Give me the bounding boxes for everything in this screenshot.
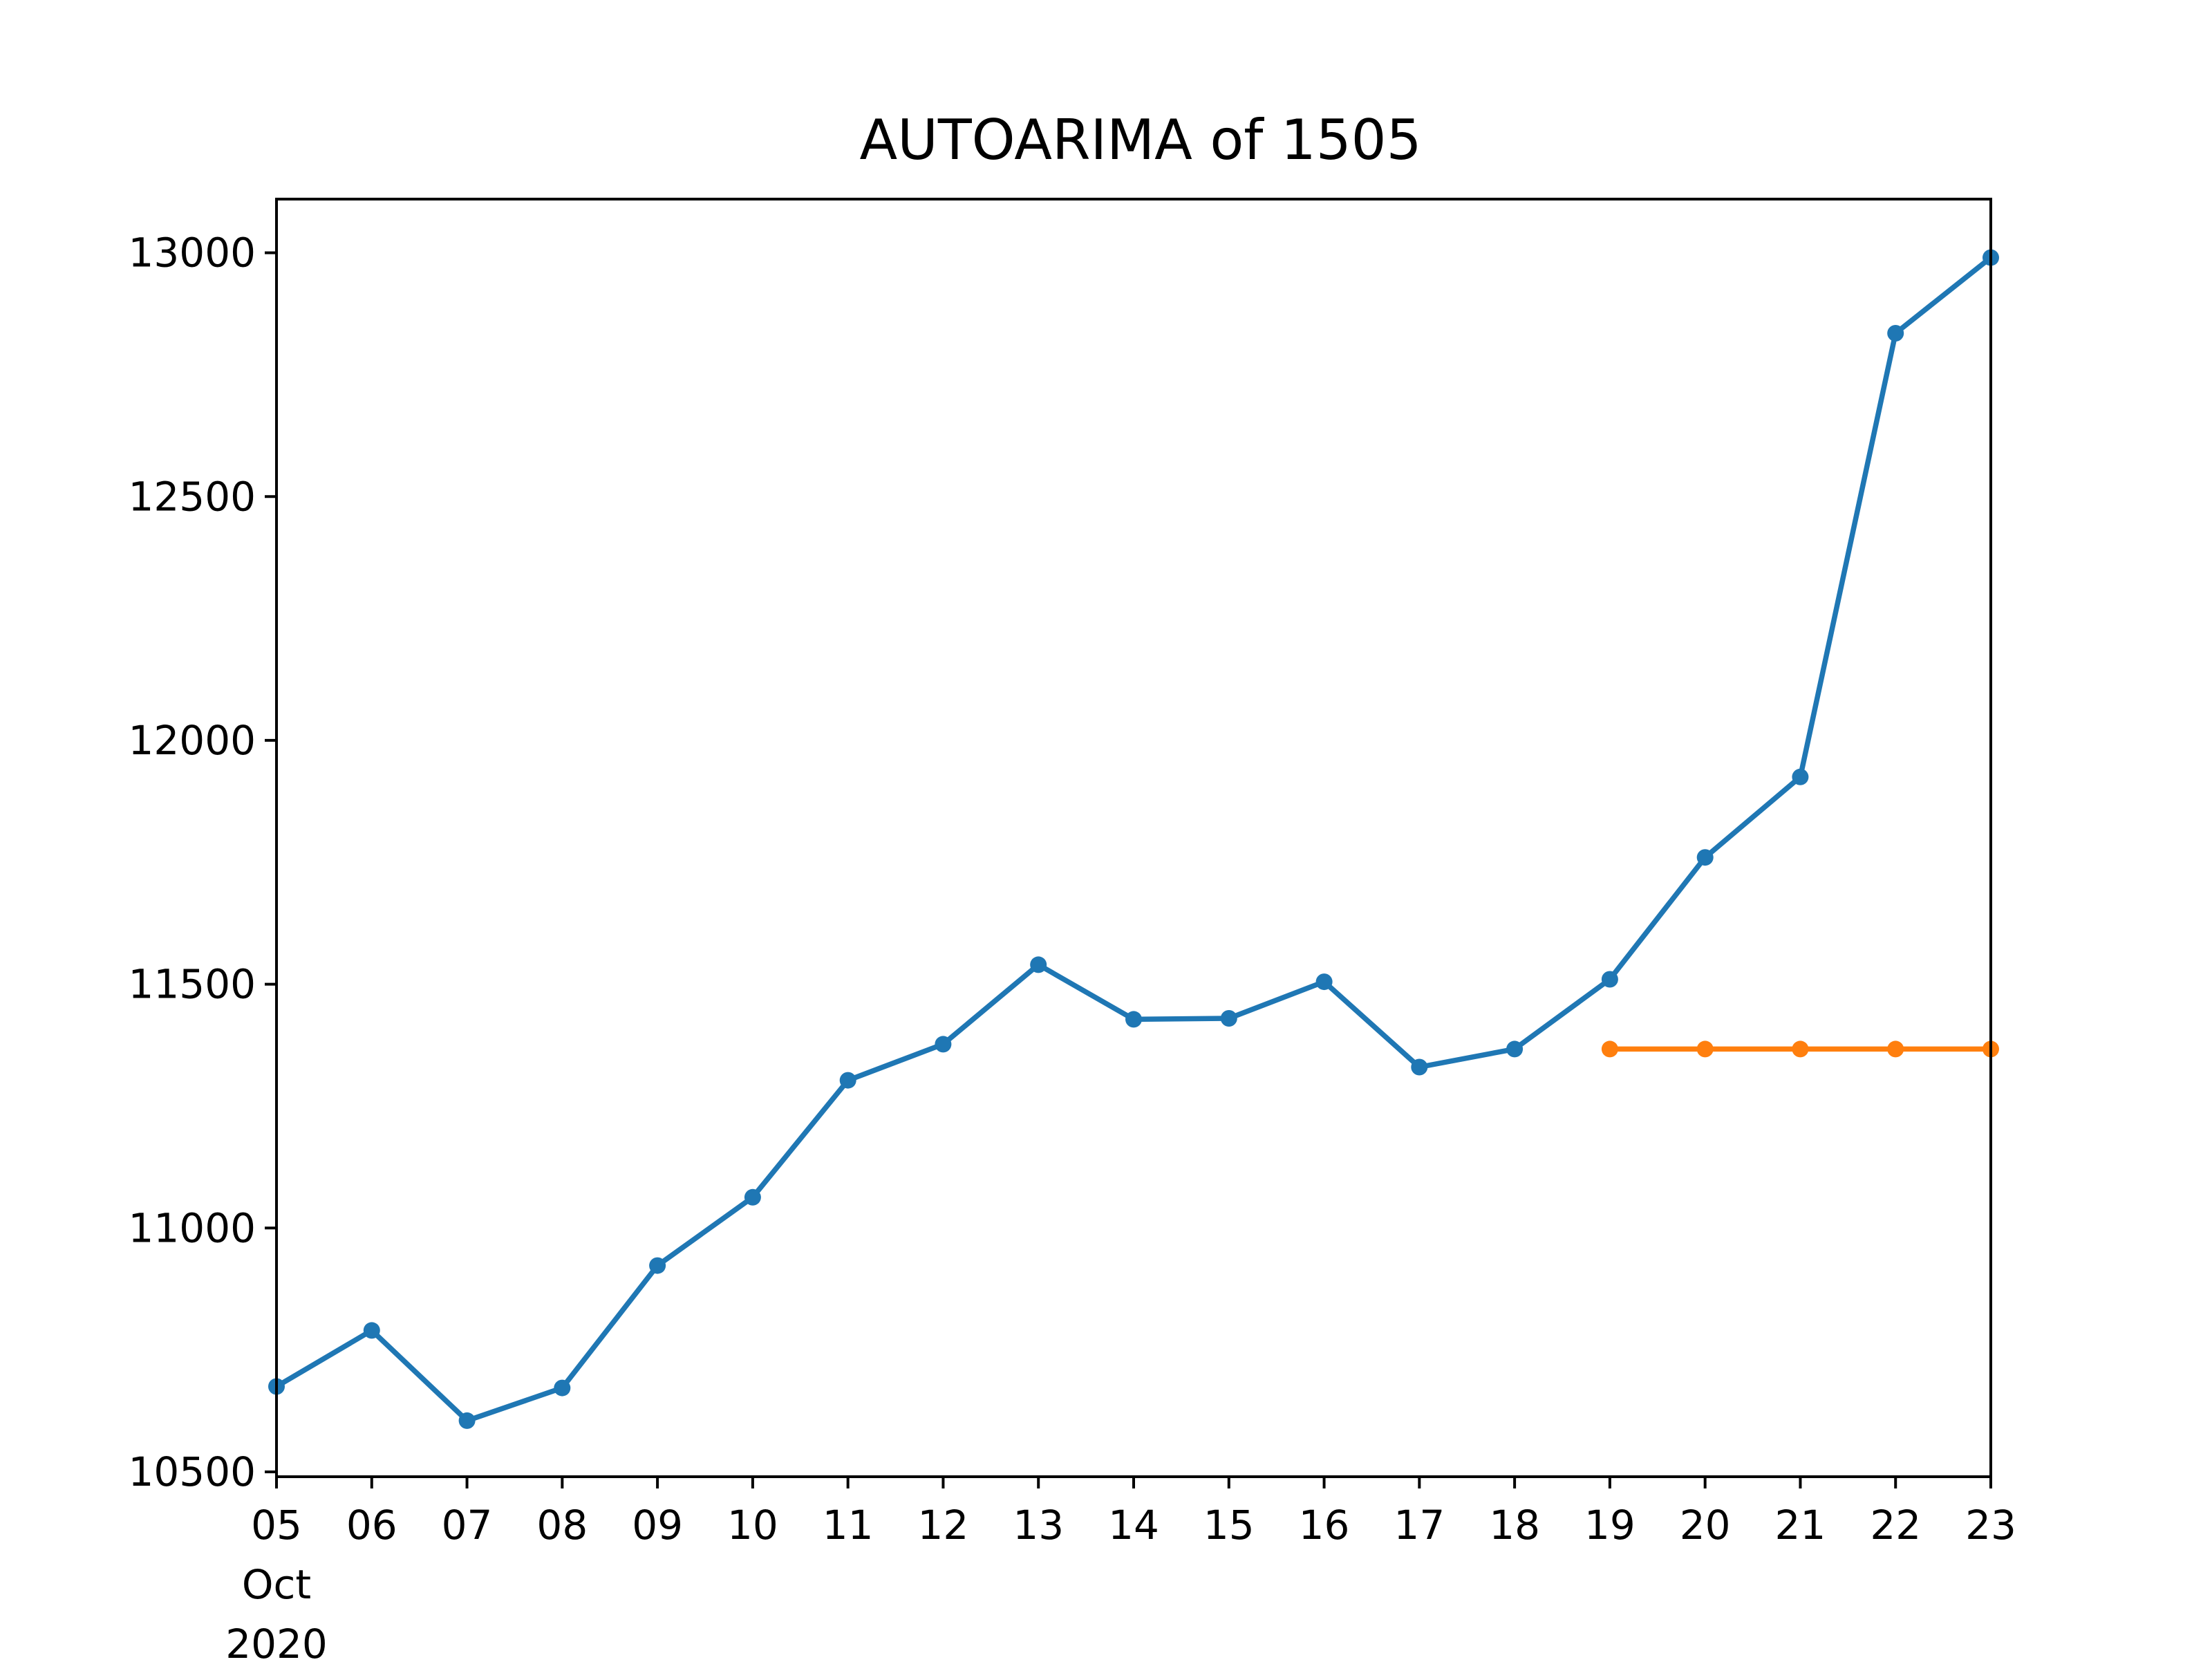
y-tick-label: 13000 — [128, 230, 256, 277]
series-0-point — [1315, 973, 1333, 991]
x-tick-label: 10 — [727, 1502, 778, 1549]
series-layer — [268, 249, 1999, 1429]
x-tick-label: 23 — [1965, 1502, 2016, 1549]
x-tick-label: 21 — [1775, 1502, 1826, 1549]
x-tick-label: 08 — [536, 1502, 588, 1549]
series-0-point — [1792, 768, 1809, 785]
x-tick-label: 20 — [1680, 1502, 1731, 1549]
x-tick-label: 05 — [251, 1502, 302, 1549]
y-tick-label: 11500 — [128, 961, 256, 1008]
series-1-point — [1696, 1040, 1714, 1058]
y-tick-label: 12500 — [128, 473, 256, 520]
series-0-point — [1220, 1010, 1237, 1027]
x-tick-label: 16 — [1299, 1502, 1350, 1549]
series-0-point — [1125, 1011, 1142, 1028]
x-tick-month-label: Oct — [242, 1561, 311, 1608]
series-0-point — [1030, 956, 1047, 973]
x-tick-label: 06 — [346, 1502, 397, 1549]
series-0-point — [935, 1036, 952, 1053]
x-tick-label: 09 — [632, 1502, 683, 1549]
x-tick-label: 22 — [1870, 1502, 1921, 1549]
series-0-point — [458, 1412, 476, 1429]
x-tick-label: 18 — [1489, 1502, 1540, 1549]
y-tick-label: 11000 — [128, 1204, 256, 1251]
y-tick-label: 12000 — [128, 717, 256, 764]
chart-title: AUTOARIMA of 1505 — [860, 108, 1422, 172]
x-tick-label: 13 — [1013, 1502, 1064, 1549]
x-tick-label: 12 — [918, 1502, 969, 1549]
x-tick-label: 15 — [1203, 1502, 1255, 1549]
series-0-point — [1601, 971, 1618, 988]
series-1-point — [1601, 1040, 1618, 1058]
series-0-point — [1411, 1058, 1428, 1076]
series-0-point — [744, 1188, 761, 1206]
series-1-point — [1792, 1040, 1809, 1058]
series-0-point — [839, 1072, 856, 1089]
x-tick-year-label: 2020 — [225, 1621, 328, 1659]
series-0-point — [554, 1379, 571, 1397]
y-axis: 10500 11000 11500 12000 12500 13000 — [128, 230, 276, 1495]
x-tick-label: 14 — [1108, 1502, 1159, 1549]
series-1-point — [1887, 1040, 1904, 1058]
x-tick-label: 07 — [442, 1502, 493, 1549]
y-tick-label: 10500 — [128, 1448, 256, 1495]
series-0-point — [649, 1257, 666, 1274]
x-tick-label: 17 — [1394, 1502, 1445, 1549]
series-0-point — [1696, 849, 1714, 866]
x-tick-label: 11 — [823, 1502, 874, 1549]
series-0-point — [363, 1322, 380, 1339]
series-0-point — [1887, 325, 1904, 342]
x-tick-label: 19 — [1584, 1502, 1635, 1549]
series-0-point — [1506, 1040, 1524, 1058]
x-axis: 05 Oct 2020 06 07 08 09 10 11 12 13 14 15 16 17 18 19 20 2… — [225, 1477, 2016, 1662]
